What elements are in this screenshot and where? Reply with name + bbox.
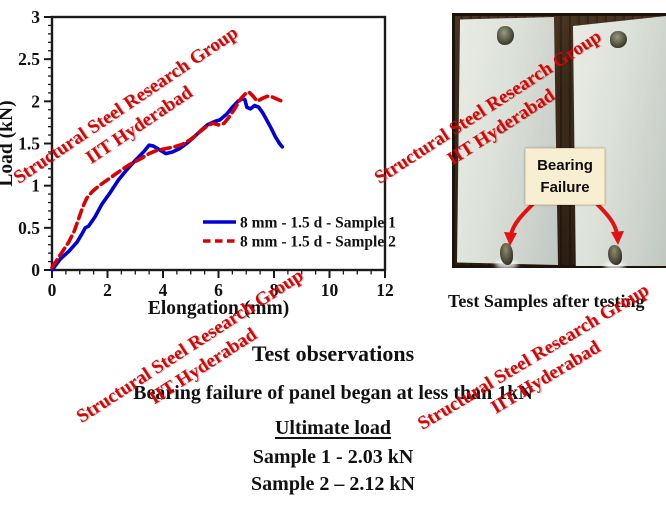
observations-title: Test observations [251,341,415,366]
bolt-hole-top-left [497,26,514,45]
callout-line1: Bearing [537,156,593,174]
y-tick-label: 3 [31,7,40,27]
bearing-arrow-right [595,202,619,236]
bolt-hole-top-right [610,31,627,48]
photo-caption: Test Samples after testing [448,291,645,311]
x-tick-label: 4 [159,280,168,300]
x-tick-label: 8 [270,280,279,300]
y-axis-label: Load (kN) [0,100,17,186]
legend-label-1: 8 mm - 1.5 d - Sample 1 [240,215,396,232]
bearing-failure-hole-left [500,243,513,265]
y-tick-label: 1 [31,176,40,196]
load-elongation-chart: 0 2 4 6 8 10 12 0 0.5 1 1.5 2 2.5 3 Elongation (mm) Loa… [0,0,400,330]
x-tick-label: 0 [48,280,57,300]
ultimate-load-heading: Ultimate load [274,417,392,439]
callout-line2: Failure [540,178,590,196]
sample-1-ultimate-load: Sample 1 - 2.03 kN [252,446,414,468]
bearing-arrow-left-head [504,232,517,246]
x-axis-label: Elongation (mm) [148,298,289,319]
sample-2-ultimate-load: Sample 2 – 2.12 kN [251,473,415,495]
plot-frame [50,15,387,272]
bearing-failure-arrows [504,202,624,246]
bearing-failure-callout: Bearing Failure [525,148,605,205]
x-tick-label: 2 [103,280,112,300]
y-tick-label: 2.5 [18,49,40,69]
bearing-damage-smear-right [604,262,625,270]
test-samples-photo: Bearing Failure [452,13,666,270]
bearing-failure-note: Bearing failure of panel began at less t… [133,382,533,404]
specimen-panel-left [457,17,558,265]
x-tick-label: 6 [214,280,223,300]
legend-label-2: 8 mm - 1.5 d - Sample 2 [240,234,396,251]
chart-canvas: 0 2 4 6 8 10 12 0 0.5 1 1.5 2 2.5 3 Elongation (mm) Loa… [0,7,396,319]
y-tick-label: 0 [31,260,40,280]
bearing-arrow-right-head [611,231,624,245]
bearing-failure-hole-right [608,245,622,265]
y-tick-label: 2 [31,91,40,111]
bearing-arrow-left [509,202,535,237]
x-tick-label: 10 [321,280,339,300]
y-tick-label: 1.5 [18,134,40,154]
series-curve-2 [50,90,285,270]
series-curve-1 [50,97,285,272]
specimen-panel-right [573,16,666,266]
y-tick-label: 0.5 [18,218,40,238]
x-tick-label: 12 [376,280,394,300]
